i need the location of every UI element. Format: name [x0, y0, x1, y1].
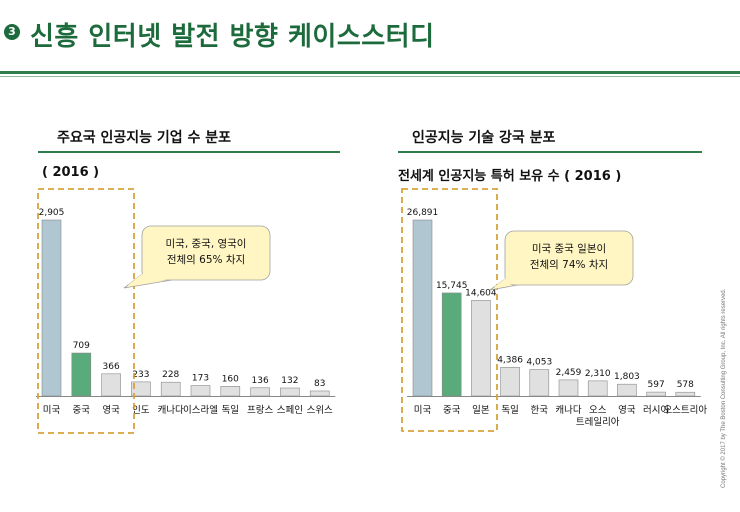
left-category-label-9: 스위스: [307, 404, 333, 416]
right-bar-8: [646, 391, 666, 397]
right-bar-5: [558, 379, 579, 397]
right-value-label-2: 14,604: [465, 288, 497, 298]
left-callout-text: 전체의 65% 차지: [167, 254, 245, 266]
left-category-label-0: 미국: [43, 405, 61, 416]
left-value-label-5: 173: [192, 374, 209, 384]
right-highlight-box: [401, 188, 498, 432]
left-chart: 2,905 미국 709 중국 366 영국 233 인도 228 캐나다 173 이스라엘 160 독일…: [36, 188, 336, 434]
left-bar-7: [250, 387, 270, 397]
left-category-label-7: 프랑스: [247, 404, 273, 416]
right-value-label-3: 4,386: [497, 355, 523, 365]
right-value-label-5: 2,459: [556, 368, 582, 378]
header-divider: [0, 71, 740, 74]
left-value-label-0: 2,905: [39, 208, 65, 218]
right-value-label-1: 15,745: [436, 281, 468, 291]
left-bar-8: [280, 387, 300, 397]
right-category-label-3: 독일: [501, 405, 518, 416]
left-category-label-1: 중국: [73, 405, 91, 416]
left-bar-1: [71, 352, 92, 397]
right-bar-7: [617, 383, 637, 397]
right-value-label-4: 4,053: [526, 357, 552, 367]
right-category-label-2: 일본: [472, 405, 490, 416]
left-bar-4: [160, 381, 181, 397]
right-section-title: 인공지능 기술 강국 분포: [412, 130, 556, 146]
left-bar-0: [41, 219, 62, 397]
right-bar-3: [500, 366, 520, 397]
left-value-label-8: 132: [281, 376, 298, 386]
right-bar-0: [412, 219, 433, 397]
right-category-label-8: 러시아: [643, 405, 669, 416]
left-bar-5: [190, 385, 211, 397]
right-value-label-8: 597: [648, 380, 665, 390]
left-bar-2: [101, 373, 121, 397]
left-subtitle: ( 2016 ): [42, 165, 100, 180]
header: 3 신흥 인터넷 발전 방향 케이스스터디: [0, 0, 740, 78]
left-bar-9: [309, 390, 330, 397]
left-section-underline: [38, 151, 340, 153]
right-value-label-7: 1,803: [614, 372, 640, 382]
left-category-label-3: 인도: [132, 405, 150, 416]
right-category-label-5: 캐나다: [555, 405, 581, 416]
right-category-label-6: 오스: [589, 405, 607, 416]
left-category-label-5: 이스라엘: [183, 405, 218, 416]
left-callout-pointer-fill: [128, 261, 171, 285]
right-subtitle: 전세계 인공지능 특허 보유 수 ( 2016 ): [398, 169, 622, 184]
left-value-label-3: 233: [132, 370, 149, 380]
right-category-label-0: 미국: [414, 405, 432, 416]
left-value-label-1: 709: [73, 341, 90, 351]
left-category-label-6: 독일: [222, 405, 239, 416]
right-bar-6: [587, 380, 608, 397]
right-callout-text: 전체의 74% 차지: [530, 259, 608, 271]
right-section-underline: [398, 151, 702, 153]
left-callout-bubble: [141, 225, 271, 281]
right-category-label-1: 중국: [443, 405, 461, 416]
right-bar-1: [441, 292, 462, 397]
left-bar-3: [131, 381, 151, 397]
left-value-label-6: 160: [222, 374, 239, 384]
right-category-label-7: 영국: [618, 405, 636, 416]
left-value-label-9: 83: [314, 379, 325, 389]
left-value-label-7: 136: [252, 376, 269, 386]
right-category-label-9: 오스트리아: [663, 405, 707, 416]
copyright-notice: Copyright © 2017 by The Boston Consultin…: [721, 288, 727, 488]
left-category-label-8: 스페인: [277, 405, 303, 416]
right-value-label-6: 2,310: [585, 369, 611, 379]
right-category-label-6: 트레일리아: [576, 417, 620, 428]
right-value-label-9: 578: [677, 380, 694, 390]
right-callout-pointer-fill: [494, 267, 533, 287]
right-bar-2: [471, 300, 491, 397]
left-callout-text: 미국, 중국, 영국이: [166, 238, 247, 250]
right-bar-9: [675, 391, 696, 397]
left-category-label-2: 영국: [102, 405, 120, 416]
right-value-label-0: 26,891: [407, 208, 439, 218]
left-section-title: 주요국 인공지능 기업 수 분포: [57, 130, 232, 146]
right-callout-bubble: [504, 230, 634, 286]
header-divider-thin: [0, 76, 740, 77]
section-number-badge: 3: [4, 24, 20, 40]
page-title: 신흥 인터넷 발전 방향 케이스스터디: [30, 22, 435, 52]
right-category-label-4: 한국: [531, 405, 549, 416]
right-callout-text: 미국 중국 일본이: [532, 242, 606, 255]
right-bar-4: [529, 369, 550, 397]
right-chart: 26,891 미국 15,745 중국 14,604 일본 4,386 독일 4,053 한국 2,…: [401, 188, 707, 432]
left-category-label-4: 캐나다: [158, 405, 184, 416]
left-bar-6: [220, 386, 241, 397]
left-value-label-4: 228: [162, 370, 179, 380]
left-value-label-2: 366: [103, 362, 120, 372]
